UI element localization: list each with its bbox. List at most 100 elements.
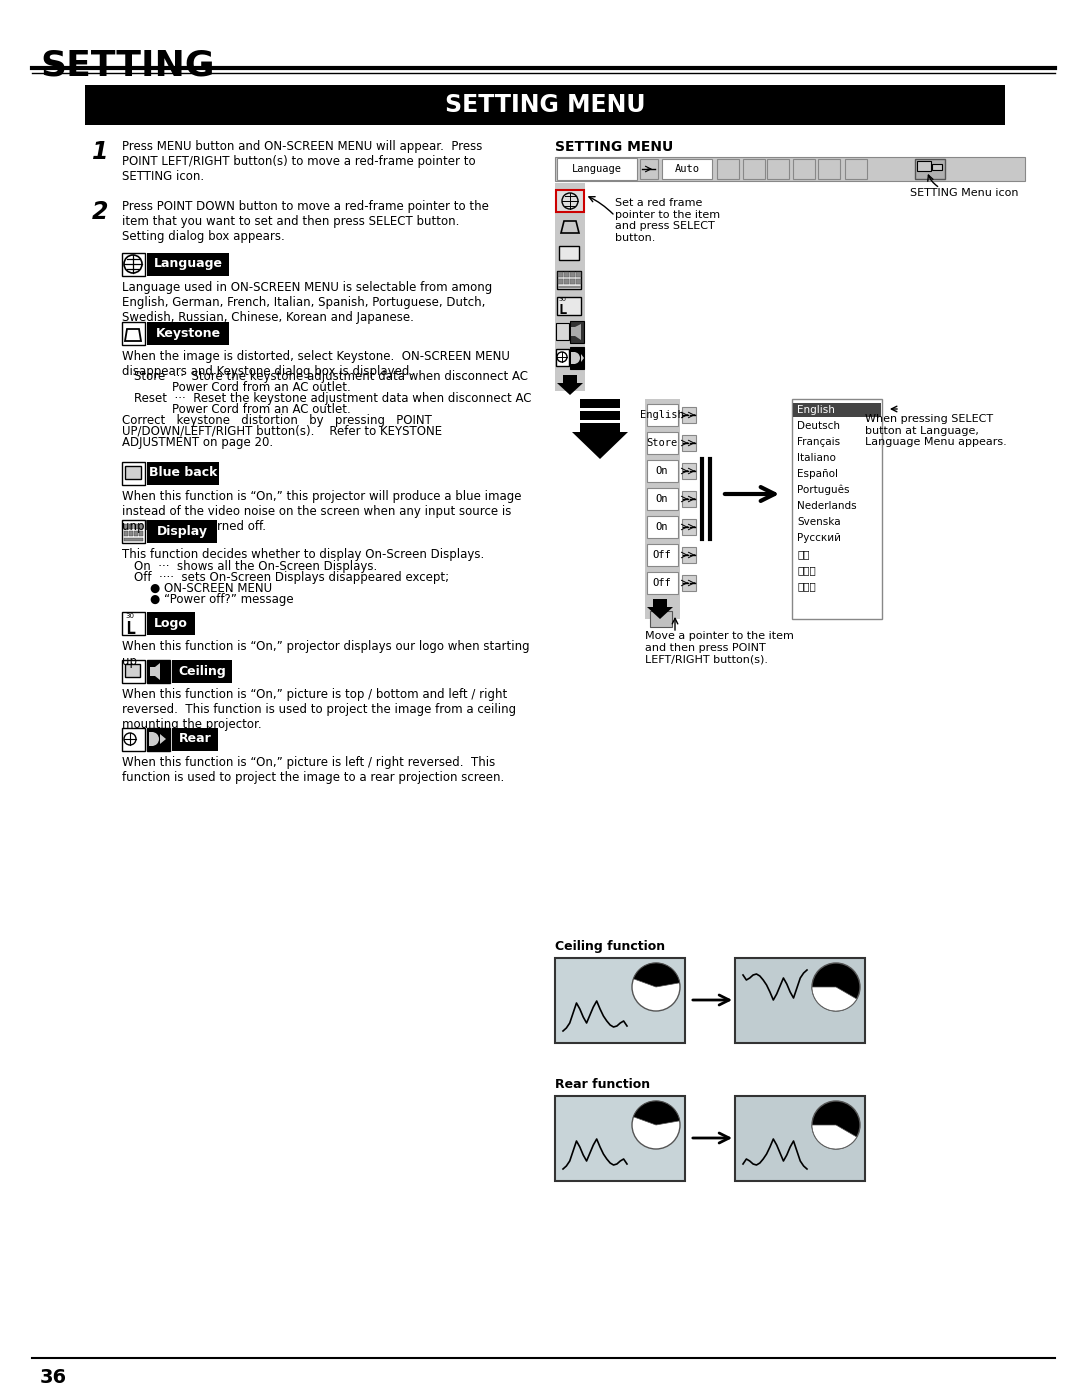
Text: Reset  ···  Reset the keystone adjustment data when disconnect AC: Reset ··· Reset the keystone adjustment … [134, 393, 531, 405]
Bar [558, 279, 563, 284]
Text: Correct   keystone   distortion   by   pressing   POINT: Correct keystone distortion by pressing … [122, 414, 432, 427]
Bar [172, 659, 232, 683]
Polygon shape [572, 432, 627, 460]
Bar [124, 531, 129, 536]
Bar [681, 548, 696, 563]
Text: This function decides whether to display On-Screen Displays.: This function decides whether to display… [122, 548, 484, 562]
Bar [122, 253, 145, 277]
Text: English: English [797, 405, 835, 415]
Bar [564, 279, 569, 284]
Bar [717, 159, 739, 179]
Bar [580, 423, 620, 432]
Text: ● “Power off?” message: ● “Power off?” message [150, 592, 294, 606]
Text: Language: Language [153, 257, 222, 271]
Bar [147, 659, 170, 683]
Text: Español: Español [797, 469, 838, 479]
Bar [767, 159, 789, 179]
Bar [917, 161, 931, 170]
Bar [147, 321, 229, 345]
Bar [570, 272, 575, 277]
Text: Português: Português [797, 485, 850, 496]
Text: Set a red frame
pointer to the item
and press SELECT
button.: Set a red frame pointer to the item and … [615, 198, 720, 243]
Text: Rear: Rear [178, 732, 212, 746]
Bar [793, 402, 881, 416]
Text: L: L [125, 620, 135, 638]
Bar [576, 279, 581, 284]
Text: English: English [640, 409, 684, 420]
Text: Italiano: Italiano [797, 453, 836, 462]
Text: ● ON-SCREEN MENU: ● ON-SCREEN MENU [150, 583, 272, 595]
Text: When the image is distorted, select Keystone.  ON-SCREEN MENU
disappears and Key: When the image is distorted, select Keys… [122, 351, 510, 379]
Text: 한국어: 한국어 [797, 564, 815, 576]
Text: 1: 1 [92, 140, 108, 163]
Text: Svenska: Svenska [797, 517, 840, 527]
Bar [570, 346, 584, 369]
Text: Logo: Logo [154, 616, 188, 630]
Bar [792, 400, 882, 619]
Circle shape [632, 1101, 680, 1148]
Bar [647, 515, 678, 538]
Text: Power Cord from an AC outlet.: Power Cord from an AC outlet. [172, 402, 351, 416]
Text: Keystone: Keystone [156, 327, 220, 339]
Text: When this function is “On,” projector displays our logo when starting
up.: When this function is “On,” projector di… [122, 640, 529, 668]
Bar [845, 159, 867, 179]
Text: Français: Français [797, 437, 840, 447]
Text: Language used in ON-SCREEN MENU is selectable from among
English, German, French: Language used in ON-SCREEN MENU is selec… [122, 281, 492, 324]
Wedge shape [634, 1101, 679, 1125]
Bar [650, 610, 672, 627]
Text: ADJUSTMENT on page 20.: ADJUSTMENT on page 20. [122, 436, 273, 448]
Bar [580, 411, 620, 420]
Text: Off: Off [652, 550, 672, 560]
Bar [681, 407, 696, 423]
Text: On: On [656, 522, 669, 532]
Bar [681, 462, 696, 479]
Bar [932, 163, 942, 170]
Wedge shape [634, 963, 679, 988]
Text: When this function is “On,” this projector will produce a blue image
instead of : When this function is “On,” this project… [122, 490, 522, 534]
Bar [129, 531, 133, 536]
Bar [681, 434, 696, 451]
Text: Ceiling function: Ceiling function [555, 940, 665, 953]
Bar [570, 279, 575, 284]
Text: 36: 36 [40, 1368, 67, 1387]
Text: Off  ····  sets On-Screen Displays disappeared except;: Off ···· sets On-Screen Displays disappe… [134, 571, 449, 584]
Bar [172, 728, 218, 752]
Bar [645, 400, 680, 619]
Text: UP/DOWN/LEFT/RIGHT button(s).    Refer to KEYSTONE: UP/DOWN/LEFT/RIGHT button(s). Refer to K… [122, 425, 442, 439]
Text: Auto: Auto [675, 163, 700, 175]
Polygon shape [571, 324, 581, 339]
Bar [556, 190, 584, 212]
Text: Press POINT DOWN button to move a red-frame pointer to the
item that you want to: Press POINT DOWN button to move a red-fr… [122, 200, 489, 243]
Text: Store  ···  Store the keystone adjustment data when disconnect AC: Store ··· Store the keystone adjustment … [134, 370, 528, 383]
Bar [556, 323, 569, 339]
Polygon shape [150, 664, 160, 680]
Bar [647, 543, 678, 566]
Bar [85, 85, 1005, 124]
Text: Deutsch: Deutsch [797, 420, 840, 432]
Bar [147, 612, 195, 636]
Bar [139, 531, 143, 536]
Bar [124, 538, 143, 541]
Bar [555, 1097, 685, 1180]
Text: Move a pointer to the item
and then press POINT
LEFT/RIGHT button(s).: Move a pointer to the item and then pres… [645, 631, 794, 664]
Bar [818, 159, 840, 179]
Bar [122, 612, 145, 636]
Text: 中文: 中文 [797, 549, 810, 559]
Text: Ceiling: Ceiling [178, 665, 226, 678]
Bar [647, 404, 678, 426]
Text: When this function is “On,” picture is top / bottom and left / right
reversed.  : When this function is “On,” picture is t… [122, 687, 516, 731]
Text: Language: Language [572, 163, 622, 175]
Bar [743, 159, 765, 179]
Text: Power Cord from an AC outlet.: Power Cord from an AC outlet. [172, 381, 351, 394]
Bar [662, 159, 712, 179]
Bar [139, 524, 143, 529]
Bar [122, 462, 145, 485]
Bar [558, 286, 581, 288]
Bar [570, 321, 584, 344]
Bar [122, 321, 145, 345]
Text: Rear function: Rear function [555, 1078, 650, 1091]
Bar [122, 659, 145, 683]
Bar [735, 1097, 865, 1180]
Bar [681, 576, 696, 591]
Polygon shape [647, 599, 673, 619]
